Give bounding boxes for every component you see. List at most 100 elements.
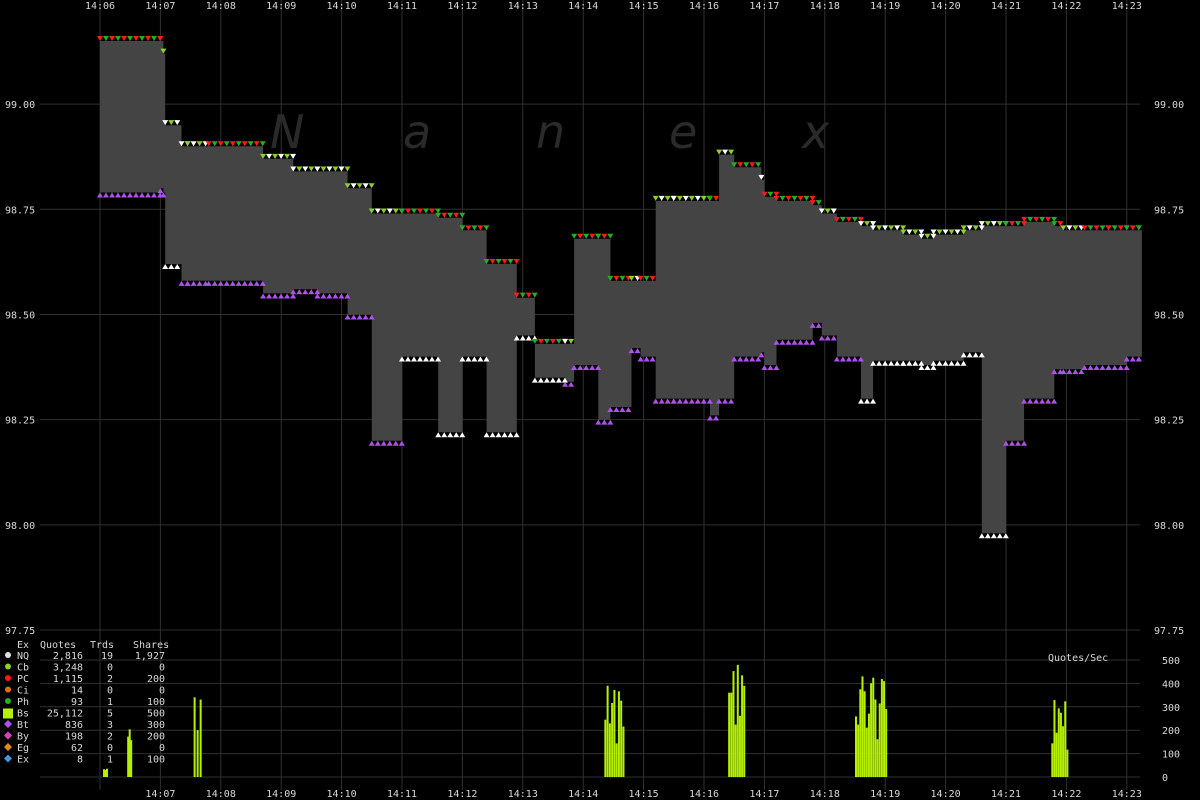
ask-quote-marker [930, 233, 937, 239]
ask-quote-marker [948, 229, 955, 235]
ask-quote-marker [894, 225, 901, 231]
x-tick-label-bottom: 14:19 [870, 789, 900, 800]
bid-quote-marker [918, 364, 925, 370]
ask-quote-marker [1105, 225, 1112, 231]
rate-bar [738, 715, 741, 777]
rate-tick-label: 300 [1162, 703, 1180, 714]
ask-quote-marker [864, 221, 871, 227]
ask-quote-marker [495, 259, 502, 264]
rate-bar [876, 739, 879, 777]
bid-quote-marker [876, 360, 883, 366]
ask-quote-marker [1117, 225, 1124, 231]
bid-quote-marker [133, 192, 139, 198]
bid-quote-marker [314, 289, 321, 295]
ask-quote-marker [447, 212, 454, 218]
legend-header: Shares [133, 640, 169, 651]
legend-quotes: 198 [65, 732, 83, 743]
ask-quote-marker [900, 225, 907, 231]
rate-bar [1057, 708, 1060, 777]
ask-quote-marker [465, 225, 472, 231]
ask-quote-marker [773, 195, 780, 201]
x-tick-label-top: 14:16 [689, 1, 719, 12]
rate-bar [608, 723, 611, 777]
ask-quote-marker [637, 275, 644, 281]
ask-quote-marker [555, 338, 562, 344]
legend-quotes: 2,816 [53, 651, 83, 662]
ask-quote-marker [728, 149, 735, 155]
x-tick-label-bottom: 14:10 [327, 789, 357, 800]
ask-quote-marker [930, 229, 937, 235]
bid-quote-marker [549, 377, 556, 383]
bid-quote-marker [990, 533, 997, 539]
ask-quote-marker [858, 221, 865, 227]
bid-quote-marker [936, 360, 943, 366]
legend-header: Trds [90, 640, 114, 651]
bid-quote-marker [398, 440, 405, 446]
ask-quote-marker [338, 166, 345, 172]
legend-trades: 0 [107, 663, 113, 674]
ask-quote-marker [857, 216, 864, 222]
bid-quote-marker [722, 398, 729, 404]
bid-quote-marker [174, 264, 181, 269]
bid-quote-marker [858, 398, 865, 404]
ask-quote-marker [619, 275, 626, 281]
ask-quote-marker [583, 233, 590, 239]
ask-quote-marker [513, 259, 520, 264]
rate-bar [736, 664, 739, 777]
bid-quote-marker [501, 432, 508, 438]
bid-quote-marker [97, 192, 103, 198]
ask-quote-marker [1060, 225, 1067, 231]
bid-quote-marker [930, 364, 937, 370]
rate-bar [741, 675, 744, 777]
ask-quote-marker [525, 292, 532, 298]
ask-quote-marker [332, 166, 339, 172]
ask-quote-marker [417, 208, 423, 214]
ask-quote-marker [247, 141, 254, 147]
bid-quote-marker [577, 364, 584, 370]
ask-quote-marker [722, 149, 729, 155]
bid-quote-marker [966, 352, 973, 358]
bid-quote-marker [196, 280, 203, 286]
ask-quote-marker [519, 292, 526, 298]
bid-quote-marker [773, 364, 780, 370]
bid-quote-marker [332, 293, 339, 299]
bid-quote-marker [625, 407, 632, 413]
rate-tick-label: 0 [1162, 773, 1168, 784]
bid-quote-marker [1015, 440, 1021, 446]
bid-quote-marker [930, 360, 937, 366]
ask-quote-marker [767, 191, 774, 197]
bid-quote-marker [368, 314, 375, 320]
ask-quote-marker [435, 208, 441, 214]
bid-quote-marker [758, 352, 765, 358]
x-tick-label-bottom: 14:07 [145, 789, 175, 800]
y-tick-label-left: 98.50 [5, 310, 35, 321]
bid-quote-marker [1002, 533, 1009, 539]
ask-quote-marker [900, 229, 907, 235]
rate-bar [730, 692, 733, 777]
ask-quote-marker [713, 195, 720, 201]
y-tick-label-right: 98.00 [1154, 521, 1184, 532]
legend-trades: 3 [107, 720, 113, 731]
ask-quote-marker [302, 166, 309, 172]
ask-quote-marker [190, 141, 197, 147]
ask-quote-marker [320, 166, 327, 172]
bid-quote-marker [996, 533, 1003, 539]
ask-quote-marker [773, 191, 780, 197]
bid-quote-marker [664, 398, 671, 404]
legend-trades: 1 [107, 755, 113, 766]
ask-quote-marker [253, 141, 260, 147]
ask-quote-marker [435, 212, 442, 218]
bid-quote-marker [519, 335, 526, 341]
ask-quote-marker [1135, 225, 1142, 231]
bid-quote-marker [235, 280, 242, 286]
bid-quote-marker [435, 356, 441, 362]
ask-quote-marker [851, 216, 858, 222]
rate-tick-label: 100 [1162, 750, 1180, 761]
bid-quote-marker [562, 381, 569, 387]
ask-quote-marker [241, 141, 248, 147]
ask-quote-marker [423, 208, 429, 214]
rate-bar [872, 677, 875, 777]
bid-quote-marker [1060, 369, 1067, 375]
ask-quote-marker [157, 36, 164, 42]
